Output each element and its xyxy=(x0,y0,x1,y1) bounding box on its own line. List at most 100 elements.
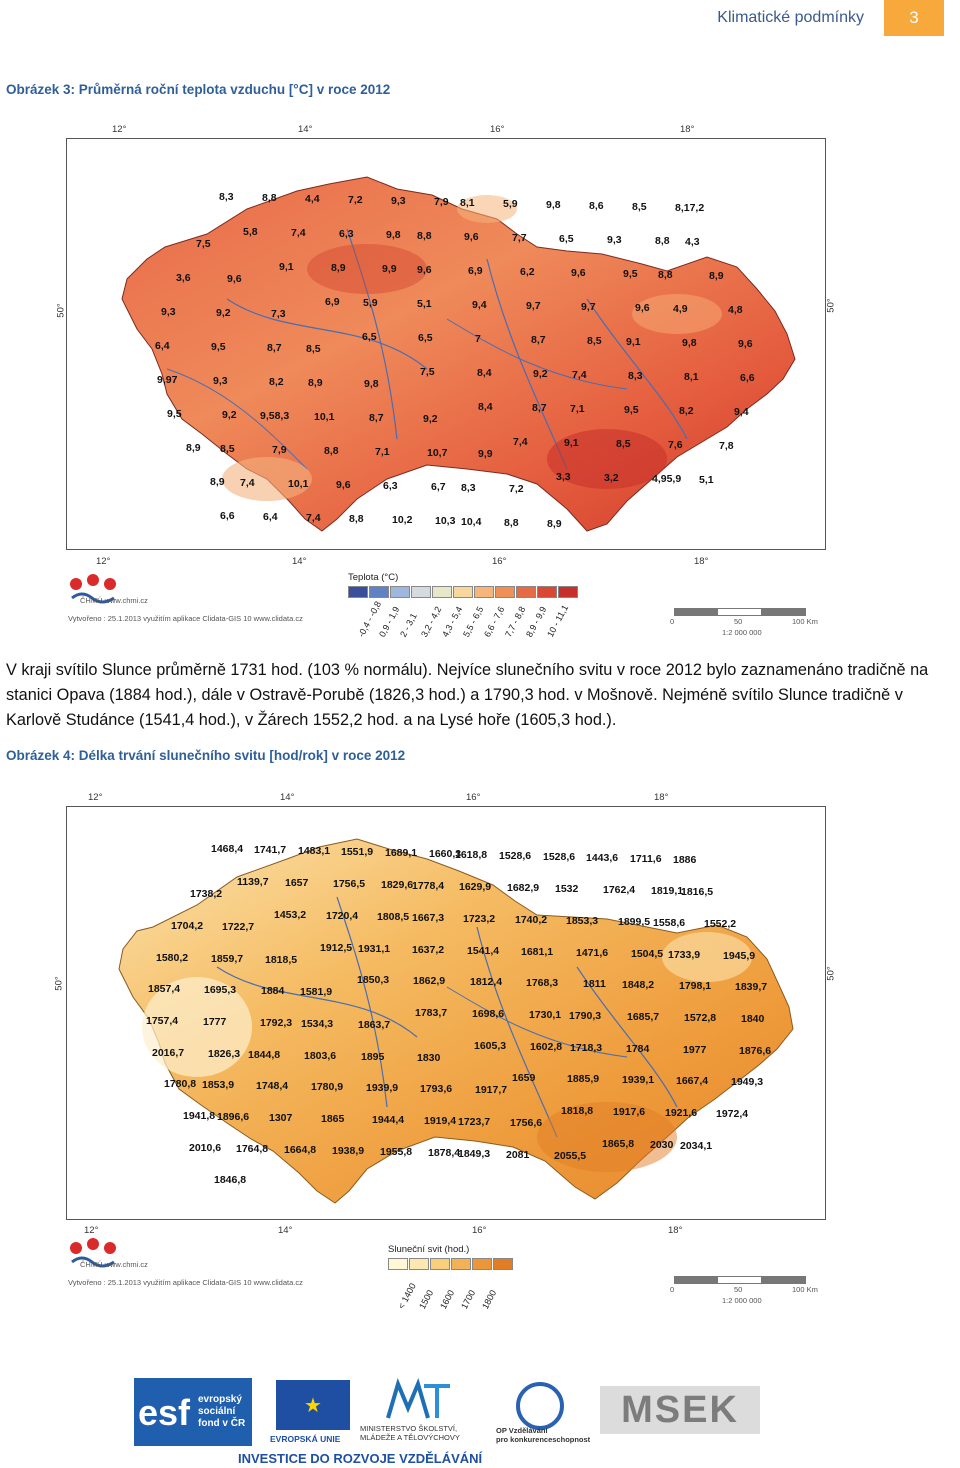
legend-label: 1600 xyxy=(438,1288,457,1311)
station-value-label: 1819,1 xyxy=(651,885,684,897)
msmt-mark-icon xyxy=(386,1378,450,1419)
station-value-label: 2010,6 xyxy=(189,1142,222,1154)
station-value-label: 1756,5 xyxy=(333,878,366,890)
station-value-label: 9,9 xyxy=(478,448,493,460)
station-value-label: 9,1 xyxy=(626,336,641,348)
station-value-label: 7,5 xyxy=(420,366,435,378)
station-value-label: 1977 xyxy=(683,1044,707,1056)
station-value-label: 8,4 xyxy=(478,401,493,413)
station-value-label: 1605,3 xyxy=(474,1040,507,1052)
station-value-label: 1698,6 xyxy=(472,1008,505,1020)
station-value-label: 1307 xyxy=(269,1112,293,1124)
bottom-tick: 16° xyxy=(472,1225,487,1236)
bottom-tick: 12° xyxy=(84,1225,99,1236)
station-value-label: 1921,6 xyxy=(665,1107,698,1119)
station-value-label: 6,2 xyxy=(520,266,535,278)
bottom-tick: 14° xyxy=(292,556,307,567)
figure-4-caption: Obrázek 4: Délka trvání slunečního svitu… xyxy=(6,748,406,763)
station-value-label: 7,2 xyxy=(348,194,363,206)
legend-swatch xyxy=(411,586,431,598)
station-value-label: 7,4 xyxy=(513,436,528,448)
station-value-label: 1659 xyxy=(512,1072,536,1084)
station-value-label: 9,7 xyxy=(526,300,541,312)
station-value-label: 6,9 xyxy=(468,265,483,277)
eu-flag-icon: ★ xyxy=(276,1380,350,1430)
station-value-label: 1798,1 xyxy=(679,980,712,992)
station-value-label: 7,3 xyxy=(271,308,286,320)
station-value-label: 1581,9 xyxy=(300,986,333,998)
station-value-label: 1919,4 xyxy=(424,1115,457,1127)
msmt-logo: MINISTERSTVO ŠKOLSTVÍ, MLÁDEŽE A TĚLOVÝC… xyxy=(356,1378,486,1446)
station-value-label: 7,4 xyxy=(291,227,306,239)
station-value-label: 1840 xyxy=(741,1013,765,1025)
station-value-label: 7,9 xyxy=(434,196,449,208)
station-value-label: 1682,9 xyxy=(507,882,540,894)
station-value-label: 8,9 xyxy=(308,377,323,389)
station-value-label: 1580,2 xyxy=(156,952,189,964)
temperature-map-svg xyxy=(121,176,796,532)
station-value-label: 8,3 xyxy=(219,191,234,203)
scale-label: 50 xyxy=(734,617,743,626)
side-tick: 50° xyxy=(825,966,837,981)
station-value-label: 7,2 xyxy=(509,483,524,495)
station-value-label: 1443,6 xyxy=(586,852,619,864)
station-value-label: 6,7 xyxy=(431,481,446,493)
station-value-label: 2055,5 xyxy=(554,1150,587,1162)
station-value-label: 1629,9 xyxy=(459,881,492,893)
top-tick: 16° xyxy=(466,792,481,803)
created-note: Vytvořeno : 25.1.2013 využitím aplikace … xyxy=(68,1278,303,1287)
station-value-label: 1899,5 xyxy=(618,916,651,928)
station-value-label: 9,2 xyxy=(216,307,231,319)
station-value-label: 1818,5 xyxy=(265,954,298,966)
station-value-label: 1829,6 xyxy=(381,879,414,891)
station-value-label: 1912,5 xyxy=(320,942,353,954)
map-frame: 8,3 8,8 4,4 7,2 9,3 7,9 8,1 5,9 9,8 8,6 8,5 8,17,2 7… xyxy=(66,138,826,550)
station-value-label: 1558,6 xyxy=(653,917,686,929)
station-value-label: 1939,9 xyxy=(366,1082,399,1094)
bottom-tick: 12° xyxy=(96,556,111,567)
station-value-label: 1895 xyxy=(361,1051,385,1063)
station-value-label: 9,1 xyxy=(279,261,294,273)
eu-logo: ★ EVROPSKÁ UNIE xyxy=(270,1380,356,1446)
station-value-label: 1534,3 xyxy=(301,1018,334,1030)
station-value-label: 8,8 xyxy=(324,445,339,457)
station-value-label: 1849,3 xyxy=(458,1148,491,1160)
station-value-label: 9,6 xyxy=(738,338,753,350)
station-value-label: 5,9 xyxy=(363,297,378,309)
station-value-label: 8,5 xyxy=(220,443,235,455)
station-value-label: 6,6 xyxy=(220,510,235,522)
station-value-label: 1718,3 xyxy=(570,1042,603,1054)
chmi-source: ČHMÚ www.chmi.cz xyxy=(80,596,148,605)
scale-label: 100 Km xyxy=(792,617,818,626)
station-value-label: 7,4 xyxy=(572,369,587,381)
legend-label: 1800 xyxy=(480,1288,499,1311)
chmi-logo xyxy=(68,1236,118,1270)
station-value-label: 1764,8 xyxy=(236,1143,269,1155)
station-value-label: 4,9 xyxy=(673,303,688,315)
station-value-label: 9,8 xyxy=(546,199,561,211)
station-value-label: 6,5 xyxy=(559,233,574,245)
station-value-label: 1896,6 xyxy=(217,1111,250,1123)
station-value-label: 1944,4 xyxy=(372,1114,405,1126)
station-value-label: 8,7 xyxy=(531,334,546,346)
legend-label: 2 - 3,1 xyxy=(398,611,419,639)
scale-label: 0 xyxy=(670,617,675,626)
station-value-label: 7 xyxy=(475,333,481,345)
station-value-label: 1738,2 xyxy=(190,888,223,900)
station-value-label: 6,3 xyxy=(339,228,354,240)
station-value-label: 8,9 xyxy=(331,262,346,274)
station-value-label: 6,5 xyxy=(362,331,377,343)
station-value-label: 1572,8 xyxy=(684,1012,717,1024)
station-value-label: 2034,1 xyxy=(680,1140,713,1152)
station-value-label: 1551,9 xyxy=(341,846,374,858)
station-value-label: 9,3 xyxy=(391,195,406,207)
legend-title: Sluneční svit (hod.) xyxy=(388,1244,470,1255)
station-value-label: 7,8 xyxy=(719,440,734,452)
station-value-label: 1818,8 xyxy=(561,1105,594,1117)
station-value-label: 3,3 xyxy=(556,471,571,483)
station-value-label: 9,3 xyxy=(161,306,176,318)
station-value-label: 1917,7 xyxy=(475,1084,508,1096)
station-value-label: 9,6 xyxy=(635,302,650,314)
side-tick: 50° xyxy=(825,298,837,313)
station-value-label: 8,5 xyxy=(587,335,602,347)
